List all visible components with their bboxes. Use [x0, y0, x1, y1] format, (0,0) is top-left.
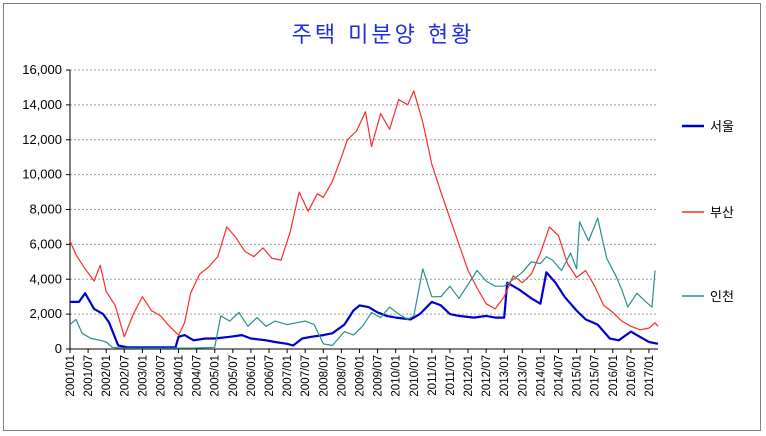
y-tick-label: 4,000	[29, 271, 62, 286]
x-tick-label: 2016/07	[626, 355, 638, 397]
x-tick-label: 2003/01	[137, 355, 149, 397]
y-tick-label: 10,000	[22, 167, 62, 182]
y-tick-label: 16,000	[22, 62, 62, 77]
x-tick-label: 2007/07	[300, 355, 312, 397]
x-tick-label: 2011/07	[445, 355, 457, 396]
series-line-3	[69, 217, 656, 349]
y-tick-label: 0	[55, 341, 62, 356]
x-tick-label: 2009/01	[354, 355, 366, 397]
x-tick-label: 2017/01	[644, 355, 656, 397]
x-tick-label: 2006/01	[246, 355, 258, 397]
y-tick-label: 6,000	[29, 236, 62, 251]
x-tick-label: 2013/07	[517, 355, 529, 397]
chart-title: 주택 미분양 현황	[292, 23, 475, 48]
x-tick-label: 2013/01	[499, 355, 511, 397]
x-tick-label: 2004/07	[192, 355, 204, 397]
x-tick-label: 2001/01	[65, 355, 77, 397]
x-tick-label: 2008/07	[336, 355, 348, 397]
x-tick-label: 2015/07	[590, 355, 602, 397]
x-tick-label: 2005/01	[210, 355, 222, 397]
grid-layer	[70, 69, 658, 315]
x-tick-label: 2014/01	[535, 355, 547, 397]
y-tick-label: 14,000	[22, 97, 62, 112]
x-tick-label: 2012/07	[481, 355, 493, 397]
series-layer	[69, 90, 659, 349]
series-line-1	[70, 271, 659, 349]
x-tick-label: 2010/01	[391, 355, 403, 397]
x-tick-label: 2015/01	[572, 355, 584, 397]
x-tick-label: 2007/01	[282, 355, 294, 397]
x-tick-label: 2012/01	[463, 355, 475, 397]
x-tick-label: 2010/07	[409, 355, 421, 397]
chart-frame: 주택 미분양 현황 0 2,000 4,000 6,000 8,000 10,000 12,…	[3, 3, 761, 431]
legend-label-3: 인천	[710, 290, 734, 305]
legend-label-1: 서울	[710, 120, 734, 135]
y-tick-label: 2,000	[29, 306, 62, 321]
x-tick-label: 2006/07	[264, 355, 276, 397]
x-tick-label: 2009/07	[373, 355, 385, 397]
x-tick-label: 2014/07	[553, 355, 565, 397]
y-tick-label: 12,000	[22, 132, 62, 147]
axis-layer: 0 2,000 4,000 6,000 8,000 10,000 12,000 14,000 1…	[22, 62, 658, 397]
x-tick-label: 2002/07	[119, 355, 131, 397]
series-line-2	[69, 90, 659, 338]
x-tick-label: 2004/01	[174, 355, 186, 397]
chart-svg: 주택 미분양 현황 0 2,000 4,000 6,000 8,000 10,000 12,…	[22, 23, 734, 397]
x-tick-label: 2001/07	[83, 355, 95, 397]
x-tick-label: 2005/07	[228, 355, 240, 397]
x-tick-label: 2002/01	[101, 355, 113, 397]
y-tick-label: 8,000	[29, 202, 62, 217]
legend-label-2: 부산	[710, 206, 734, 221]
x-tick-label: 2003/07	[155, 355, 167, 397]
x-tick-label: 2016/01	[608, 355, 620, 397]
x-tick-label: 2008/01	[318, 355, 330, 397]
x-tick-label: 2011/01	[427, 355, 439, 396]
